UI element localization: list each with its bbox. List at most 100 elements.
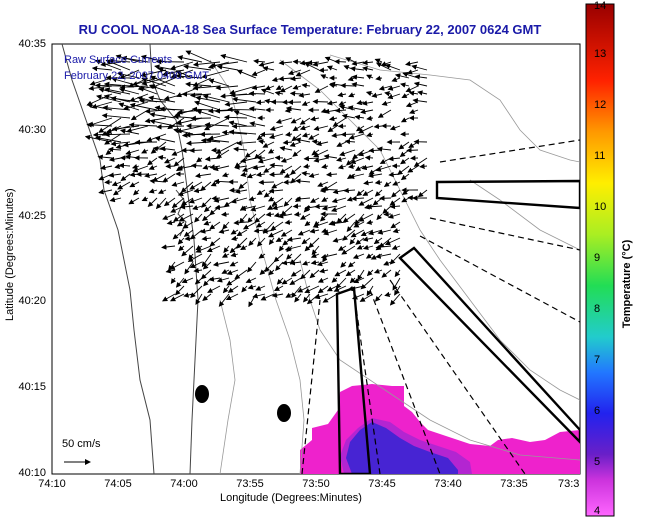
current-vector <box>192 204 203 211</box>
current-vector <box>200 269 212 280</box>
current-vector <box>195 293 203 305</box>
current-vector <box>304 62 320 71</box>
current-vector <box>383 211 392 217</box>
current-vector <box>353 221 365 228</box>
x-tick-label: 74:05 <box>104 478 132 490</box>
current-vector <box>358 213 374 222</box>
current-vector <box>417 90 428 96</box>
current-vector <box>391 76 401 82</box>
current-vector <box>366 219 374 225</box>
current-vector <box>178 245 185 252</box>
current-vector <box>207 285 221 293</box>
coastline <box>149 44 199 474</box>
current-vector <box>246 173 257 179</box>
current-vector <box>366 74 374 80</box>
current-vector <box>163 157 176 164</box>
current-vector <box>384 63 401 71</box>
current-vector <box>297 229 311 236</box>
current-vector <box>104 133 122 145</box>
current-vector <box>210 61 239 68</box>
current-vector <box>229 187 239 193</box>
current-vector <box>375 253 392 259</box>
current-vector <box>128 197 140 205</box>
current-vector <box>304 285 320 294</box>
current-vector <box>223 114 248 121</box>
current-vector <box>348 173 365 180</box>
current-vector <box>184 235 194 242</box>
current-vector <box>144 172 158 179</box>
current-vector <box>312 61 329 67</box>
x-tick-label: 73:55 <box>236 478 264 490</box>
current-vector <box>375 165 392 172</box>
current-vector <box>292 149 302 157</box>
current-vector <box>320 74 329 80</box>
current-vector <box>280 157 293 163</box>
current-vector <box>290 165 302 175</box>
current-vector <box>252 164 266 171</box>
current-vector <box>384 91 392 97</box>
current-vector <box>300 213 311 220</box>
current-vector <box>394 269 401 278</box>
current-vector <box>277 213 293 219</box>
current-vector <box>332 237 347 243</box>
current-vector <box>391 189 401 198</box>
current-vector <box>384 237 401 246</box>
current-vector <box>171 181 185 187</box>
current-vector <box>182 221 194 229</box>
current-vector <box>213 197 230 203</box>
current-vector <box>349 66 365 72</box>
current-vector <box>274 90 284 96</box>
current-vector <box>221 172 230 178</box>
current-vector <box>228 129 257 135</box>
current-vector <box>144 117 167 124</box>
current-vector <box>260 88 275 95</box>
current-vector <box>289 260 302 266</box>
current-vector <box>86 103 113 111</box>
current-vector <box>206 245 221 253</box>
current-vector <box>336 156 347 162</box>
current-vector <box>215 84 239 91</box>
current-vector <box>286 236 302 242</box>
current-vector <box>334 58 347 65</box>
current-vector <box>377 109 392 118</box>
current-vector <box>331 197 347 204</box>
current-vector <box>209 237 221 247</box>
current-vector <box>94 82 122 89</box>
current-vector <box>229 245 239 254</box>
current-vector <box>323 229 338 236</box>
current-vector <box>119 128 140 135</box>
current-vector <box>392 227 401 234</box>
current-vector <box>203 205 212 213</box>
current-vector <box>268 269 275 276</box>
radar-beams <box>301 139 580 474</box>
current-vector <box>195 245 212 253</box>
current-vector <box>150 75 176 87</box>
current-vector <box>233 110 257 119</box>
current-vector <box>409 108 419 115</box>
x-axis-label: Longitude (Degrees:Minutes) <box>220 492 362 504</box>
current-vector <box>214 204 230 211</box>
current-vector <box>183 292 194 298</box>
current-vector <box>111 77 140 87</box>
bathymetry-contour <box>329 54 580 163</box>
current-vector <box>313 125 329 131</box>
current-vector <box>337 164 347 170</box>
current-vector <box>190 115 212 122</box>
current-vector <box>362 236 374 242</box>
current-vector <box>230 197 248 204</box>
current-vector <box>172 229 185 240</box>
colorbar-tick: 10 <box>594 201 607 213</box>
current-vector <box>183 64 212 71</box>
current-vector <box>218 228 230 234</box>
current-vector <box>189 181 203 190</box>
current-vector <box>222 221 230 230</box>
current-vector <box>331 277 338 283</box>
current-vector <box>240 244 248 251</box>
current-vector <box>340 131 356 138</box>
current-vector <box>285 105 302 112</box>
current-vector <box>332 117 347 127</box>
current-vector <box>337 92 347 98</box>
current-vector <box>262 228 275 234</box>
scale-label: 50 cm/s <box>62 438 101 450</box>
